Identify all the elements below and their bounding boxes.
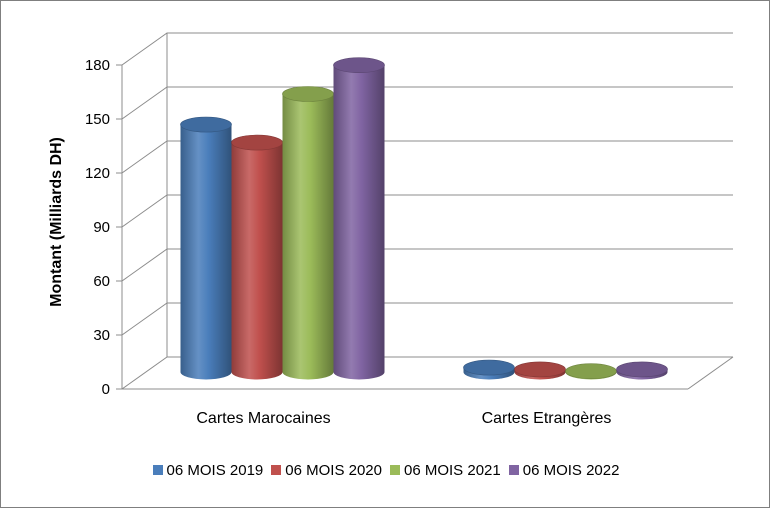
y-tick-labels: 0 30 60 90 120 150 180 (85, 57, 110, 398)
bar-top (282, 86, 334, 102)
x-tick-label: Cartes Marocaines (196, 410, 330, 427)
y-tick-label: 150 (85, 111, 110, 128)
bar-06-mois-2022-1 (616, 361, 668, 380)
bar-top (231, 134, 283, 151)
floor-edge (687, 356, 734, 390)
bar-body (333, 65, 385, 380)
bars (180, 57, 668, 380)
legend-label: 06 MOIS 2020 (285, 461, 382, 479)
legend-label: 06 MOIS 2021 (404, 461, 501, 479)
bar-06-mois-2021-0 (282, 86, 334, 380)
legend: 06 MOIS 2019 06 MOIS 2020 06 MOIS 2021 06 M… (0, 458, 772, 482)
bar-06-mois-2019-1 (463, 359, 515, 380)
bar-top (565, 363, 617, 380)
bar-top (180, 116, 232, 133)
legend-item: 06 MOIS 2021 (390, 462, 501, 479)
y-tick-label: 0 (102, 381, 110, 398)
bar-06-mois-2021-1 (565, 363, 617, 380)
y-tick-label: 90 (93, 219, 110, 236)
bar-body (282, 94, 334, 380)
legend-swatch (390, 465, 400, 475)
bar-body (180, 124, 232, 380)
axes (116, 33, 734, 390)
bar-top (616, 361, 668, 378)
x-tick-labels: Cartes Marocaines Cartes Etrangères (196, 410, 611, 427)
x-tick-label: Cartes Etrangères (482, 410, 612, 427)
bar-top (333, 57, 385, 73)
legend-item: 06 MOIS 2019 (152, 461, 264, 479)
bar-06-mois-2019-0 (180, 116, 232, 380)
y-axis-label: Montant (Milliards DH) (48, 137, 65, 307)
legend-item: 06 MOIS 2020 (271, 462, 382, 479)
bar-top (463, 359, 515, 376)
legend-label: 06 MOIS 2019 (166, 461, 264, 479)
bar-top (514, 361, 566, 378)
bar-06-mois-2020-1 (514, 361, 566, 380)
y-tick-label: 180 (85, 57, 110, 74)
legend-item: 06 MOIS 2022 (508, 461, 620, 479)
bar-06-mois-2020-0 (231, 134, 283, 380)
legend-label: 06 MOIS 2022 (522, 461, 620, 479)
y-tick-label: 60 (93, 273, 110, 290)
bar-body (231, 142, 283, 380)
bar-06-mois-2022-0 (333, 57, 385, 380)
y-tick-label: 120 (85, 165, 110, 182)
legend-swatch (508, 465, 519, 475)
legend-swatch (271, 465, 282, 475)
y-tick-label: 30 (93, 327, 110, 344)
legend-swatch (152, 465, 163, 475)
